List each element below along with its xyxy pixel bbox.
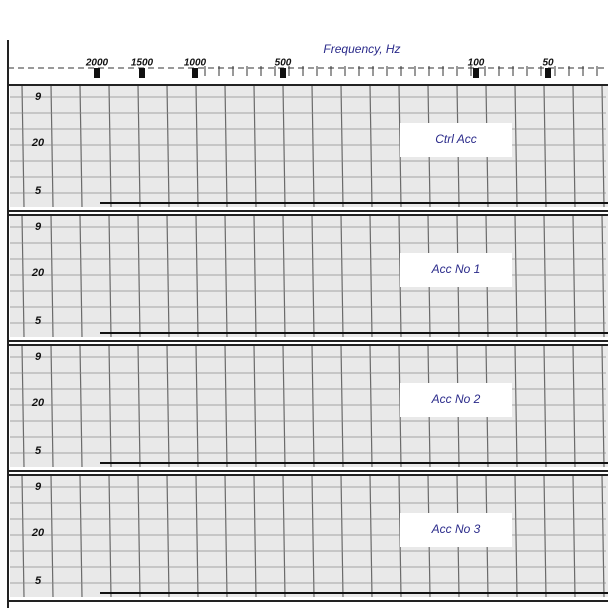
y-tick-label: 5 — [35, 185, 42, 197]
y-tick-label: 9 — [35, 221, 42, 233]
panel-paper — [10, 85, 608, 207]
y-tick-label: 5 — [35, 315, 42, 327]
panel-paper — [10, 475, 608, 597]
frequency-tick-marker — [473, 68, 479, 78]
frequency-tick-marker — [280, 68, 286, 78]
y-tick-label: 20 — [31, 397, 45, 409]
y-tick-label: 5 — [35, 575, 42, 587]
y-tick-label: 9 — [35, 351, 42, 363]
panel-paper — [10, 345, 608, 467]
frequency-tick-marker — [139, 68, 145, 78]
panel-label: Ctrl Acc — [435, 132, 477, 146]
y-tick-label: 20 — [31, 527, 45, 539]
frequency-tick-label: 1500 — [131, 58, 154, 69]
frequency-title: Frequency, Hz — [323, 42, 400, 56]
panel-label: Acc No 2 — [431, 392, 481, 406]
y-tick-label: 5 — [35, 445, 42, 457]
frequency-tick-marker — [192, 68, 198, 78]
panel-paper — [10, 215, 608, 337]
frequency-tick-marker — [545, 68, 551, 78]
chart-scan: Frequency, Hz 200015001000500100509205Ct… — [0, 0, 610, 608]
y-tick-label: 9 — [35, 91, 42, 103]
frequency-tick-label: 1000 — [184, 58, 207, 69]
panel-label: Acc No 1 — [431, 262, 481, 276]
y-tick-label: 20 — [31, 267, 45, 279]
y-tick-label: 9 — [35, 481, 42, 493]
frequency-tick-marker — [94, 68, 100, 78]
panel-label: Acc No 3 — [431, 522, 481, 536]
frequency-tick-label: 100 — [468, 58, 485, 69]
frequency-tick-label: 50 — [542, 58, 554, 69]
frequency-tick-label: 2000 — [85, 58, 109, 69]
y-tick-label: 20 — [31, 137, 45, 149]
